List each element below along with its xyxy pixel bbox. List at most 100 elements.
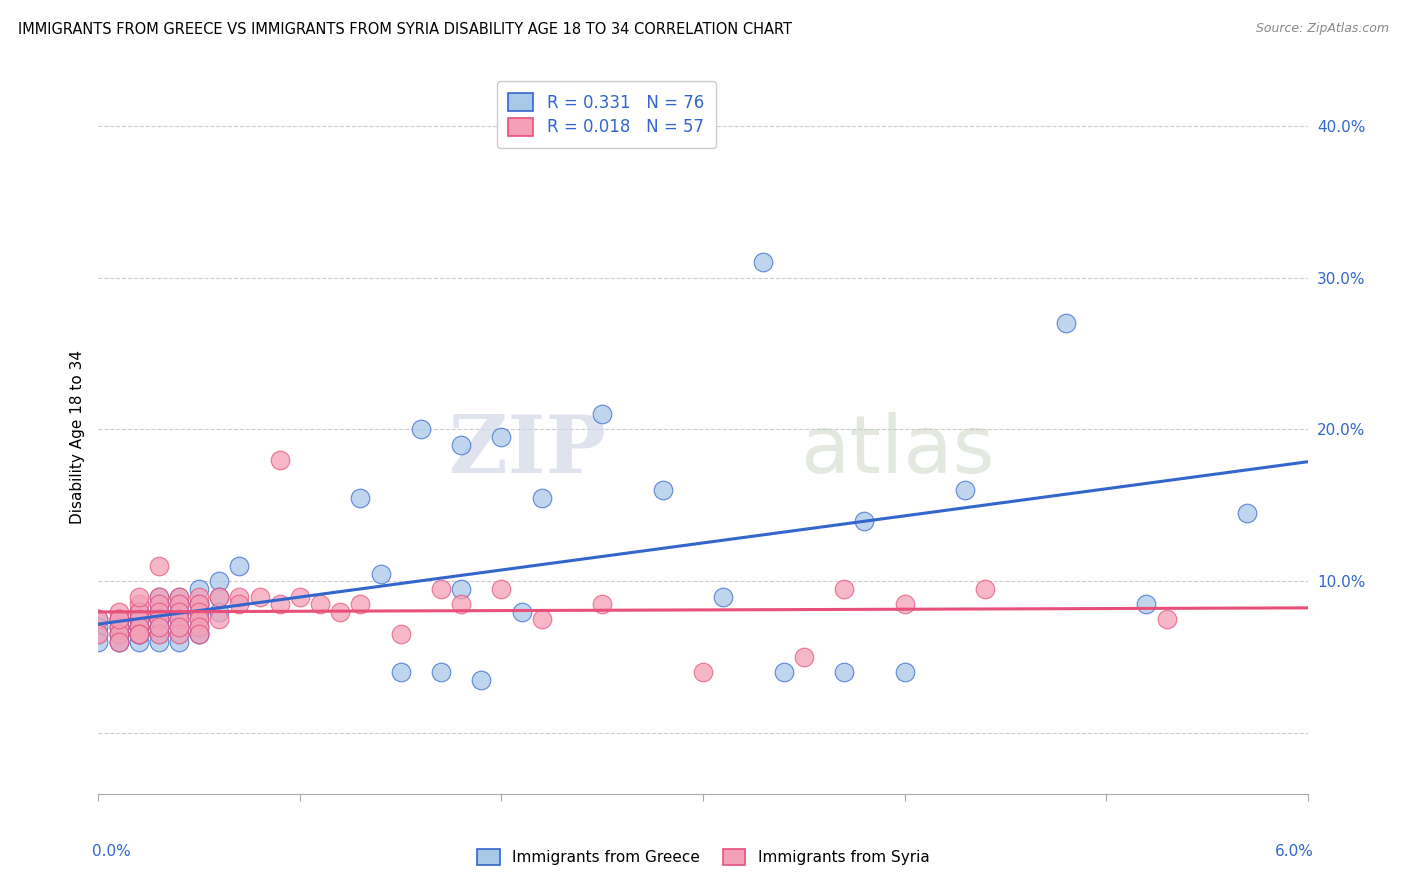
Point <box>128 597 150 611</box>
Point <box>228 559 250 574</box>
Point <box>349 597 371 611</box>
Point <box>309 597 332 611</box>
Point <box>167 612 190 626</box>
Point <box>208 574 231 589</box>
Point <box>128 620 150 634</box>
Point <box>167 597 190 611</box>
Point <box>128 627 150 641</box>
Point <box>148 627 170 641</box>
Point <box>148 612 170 626</box>
Point <box>470 673 492 687</box>
Point <box>148 590 170 604</box>
Point <box>893 597 915 611</box>
Point <box>167 590 190 604</box>
Point <box>128 620 150 634</box>
Point <box>128 590 150 604</box>
Legend: Immigrants from Greece, Immigrants from Syria: Immigrants from Greece, Immigrants from … <box>471 843 935 871</box>
Text: 0.0%: 0.0% <box>93 844 131 859</box>
Point <box>148 605 170 619</box>
Point <box>208 590 231 604</box>
Point <box>148 620 170 634</box>
Point <box>167 612 190 626</box>
Point <box>148 620 170 634</box>
Point <box>409 422 432 436</box>
Point <box>188 612 211 626</box>
Point <box>752 255 775 269</box>
Point <box>530 612 553 626</box>
Point <box>188 627 211 641</box>
Point <box>167 627 190 641</box>
Point <box>148 635 170 649</box>
Point <box>148 590 170 604</box>
Point <box>953 483 976 498</box>
Point <box>107 612 129 626</box>
Text: IMMIGRANTS FROM GREECE VS IMMIGRANTS FROM SYRIA DISABILITY AGE 18 TO 34 CORRELAT: IMMIGRANTS FROM GREECE VS IMMIGRANTS FRO… <box>18 22 792 37</box>
Point <box>87 612 110 626</box>
Point <box>148 597 170 611</box>
Point <box>167 597 190 611</box>
Point <box>430 582 453 596</box>
Point <box>188 582 211 596</box>
Point <box>208 590 231 604</box>
Point <box>893 665 915 680</box>
Point <box>167 605 190 619</box>
Point <box>128 620 150 634</box>
Point <box>128 627 150 641</box>
Point <box>128 605 150 619</box>
Point <box>450 582 472 596</box>
Point <box>853 514 876 528</box>
Point <box>167 620 190 634</box>
Point <box>107 635 129 649</box>
Point <box>148 627 170 641</box>
Point <box>1236 506 1258 520</box>
Point <box>288 590 311 604</box>
Point <box>349 491 371 505</box>
Point <box>107 605 129 619</box>
Point <box>167 635 190 649</box>
Point <box>832 582 855 596</box>
Point <box>148 559 170 574</box>
Point <box>107 627 129 641</box>
Point <box>430 665 453 680</box>
Point <box>148 612 170 626</box>
Point <box>491 430 513 444</box>
Point <box>188 605 211 619</box>
Point <box>167 605 190 619</box>
Point <box>128 605 150 619</box>
Point <box>128 605 150 619</box>
Point <box>188 597 211 611</box>
Point <box>128 635 150 649</box>
Legend: R = 0.331   N = 76, R = 0.018   N = 57: R = 0.331 N = 76, R = 0.018 N = 57 <box>496 81 716 148</box>
Point <box>148 612 170 626</box>
Point <box>128 612 150 626</box>
Point <box>148 620 170 634</box>
Point <box>128 627 150 641</box>
Point <box>87 612 110 626</box>
Point <box>249 590 271 604</box>
Point <box>128 612 150 626</box>
Point <box>1054 316 1077 330</box>
Point <box>167 605 190 619</box>
Point <box>188 627 211 641</box>
Point <box>107 612 129 626</box>
Point <box>107 612 129 626</box>
Point <box>87 627 110 641</box>
Point <box>107 620 129 634</box>
Point <box>188 627 211 641</box>
Point <box>128 627 150 641</box>
Point <box>188 620 211 634</box>
Point <box>208 612 231 626</box>
Point <box>128 627 150 641</box>
Point <box>107 612 129 626</box>
Point <box>692 665 714 680</box>
Point <box>148 605 170 619</box>
Point <box>491 582 513 596</box>
Point <box>107 635 129 649</box>
Point <box>128 612 150 626</box>
Point <box>148 605 170 619</box>
Point <box>107 627 129 641</box>
Point <box>269 597 291 611</box>
Point <box>107 627 129 641</box>
Point <box>772 665 794 680</box>
Point <box>188 612 211 626</box>
